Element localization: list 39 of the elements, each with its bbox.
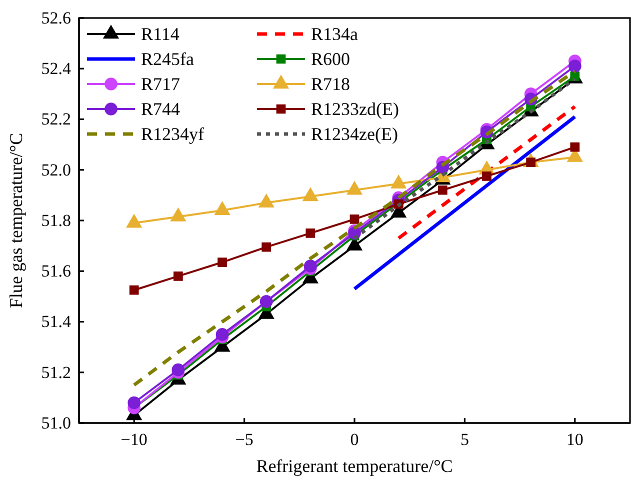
x-tick-label: −5 [235,430,254,450]
y-tick-label: 51.8 [41,210,71,230]
point [482,172,492,181]
point [438,185,448,195]
y-tick-label: 51.4 [41,312,72,332]
point [350,214,360,224]
legend-label: R1234yf [141,124,204,144]
point [218,258,227,267]
y-tick-label: 52.2 [41,110,71,129]
y-axis-title: Flue gas temperature/°C [6,132,26,308]
point [172,363,185,376]
point [216,328,229,341]
y-tick-label: 52.0 [41,160,71,180]
point [173,272,183,281]
point [306,228,316,238]
point [129,285,139,295]
legend-label: R744 [141,99,180,119]
point [570,142,580,152]
y-tick-label: 52.6 [41,8,71,28]
x-axis-title: Refrigerant temperature/°C [256,456,453,476]
legend-label: R718 [311,74,350,94]
legend-label: R114 [141,24,180,44]
point [262,242,272,252]
y-tick-label: 52.4 [41,59,72,78]
x-tick-label: 10 [566,430,584,450]
legend-label: R1233zd(E) [311,99,399,119]
y-tick-label: 51.2 [41,362,71,382]
point [128,396,141,410]
x-tick-label: 5 [460,430,469,450]
legend-label: R134a [311,24,358,44]
x-tick-label: 0 [350,430,359,450]
y-tick-label: 51.6 [41,262,71,281]
x-tick-label: −10 [120,430,148,450]
legend-label: R717 [141,74,180,94]
legend-label: R600 [311,49,350,69]
point [568,60,582,72]
legend-label: R1234ze(E) [311,124,398,144]
legend-label: R245fa [141,49,194,69]
y-tick-label: 51.0 [41,413,71,432]
